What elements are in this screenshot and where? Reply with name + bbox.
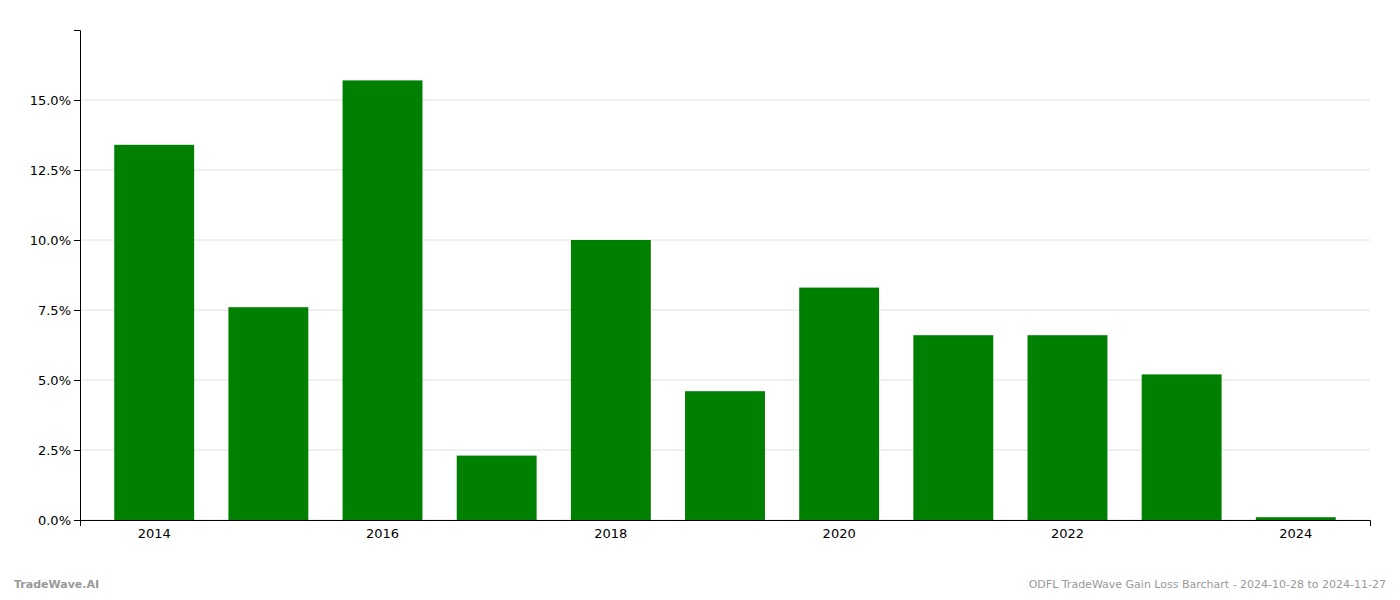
grid	[80, 100, 1370, 520]
x-tick-label: 2020	[823, 526, 856, 541]
y-tick-mark	[74, 100, 80, 101]
x-tick: 2016	[366, 526, 399, 541]
y-tick: 2.5%	[38, 443, 80, 458]
y-tick-mark	[74, 380, 80, 381]
x-tick: 2022	[1051, 526, 1084, 541]
y-tick-label: 5.0%	[38, 373, 71, 388]
bar	[1028, 335, 1108, 520]
y-tick: 5.0%	[38, 373, 80, 388]
chart-container: 0.0%2.5%5.0%7.5%10.0%12.5%15.0%201420162…	[0, 0, 1400, 600]
grid-line	[80, 170, 1370, 171]
x-tick-label: 2016	[366, 526, 399, 541]
y-tick: 0.0%	[38, 513, 80, 528]
x-tick: 2014	[138, 526, 171, 541]
bar	[228, 307, 308, 520]
y-tick-label: 12.5%	[30, 163, 71, 178]
bar	[685, 391, 765, 520]
y-tick-label: 15.0%	[30, 93, 71, 108]
x-axis: 2014 2016 2018 2020 2022 2024	[81, 521, 1371, 542]
y-tick-mark	[74, 240, 80, 241]
y-tick: 15.0%	[30, 93, 80, 108]
x-tick: 2024	[1279, 526, 1312, 541]
y-tick-label: 0.0%	[38, 513, 71, 528]
footer-left: TradeWave.AI	[14, 578, 99, 591]
y-tick: 7.5%	[38, 303, 80, 318]
y-tick-mark	[74, 450, 80, 451]
y-tick-label: 2.5%	[38, 443, 71, 458]
chart-svg: 0.0%2.5%5.0%7.5%10.0%12.5%15.0%201420162…	[0, 0, 1400, 600]
bars	[114, 80, 1336, 520]
bar	[571, 240, 651, 520]
bar	[343, 80, 423, 520]
bar	[913, 335, 993, 520]
x-axis-line	[81, 521, 1371, 527]
y-axis: 0.0% 2.5% 5.0% 7.5% 10.0% 12.5% 15.0%	[30, 31, 81, 528]
y-tick-mark	[74, 520, 80, 521]
bar	[114, 145, 194, 520]
y-tick-mark	[74, 310, 80, 311]
bar	[799, 288, 879, 520]
x-tick-label: 2024	[1279, 526, 1312, 541]
y-tick: 10.0%	[30, 233, 80, 248]
y-tick-label: 10.0%	[30, 233, 71, 248]
grid-line	[80, 240, 1370, 241]
y-tick: 12.5%	[30, 163, 80, 178]
bar	[457, 456, 537, 520]
plot-area: 0.0%2.5%5.0%7.5%10.0%12.5%15.0%201420162…	[30, 31, 1371, 542]
grid-line	[80, 100, 1370, 101]
bar	[1142, 374, 1222, 520]
bar	[1256, 517, 1336, 520]
y-axis-line	[74, 31, 81, 521]
y-tick-label: 7.5%	[38, 303, 71, 318]
y-tick-mark	[74, 170, 80, 171]
footer-right: ODFL TradeWave Gain Loss Barchart - 2024…	[1029, 578, 1386, 591]
x-tick: 2020	[823, 526, 856, 541]
x-tick: 2018	[594, 526, 627, 541]
x-tick-label: 2018	[594, 526, 627, 541]
x-tick-label: 2022	[1051, 526, 1084, 541]
x-tick-label: 2014	[138, 526, 171, 541]
